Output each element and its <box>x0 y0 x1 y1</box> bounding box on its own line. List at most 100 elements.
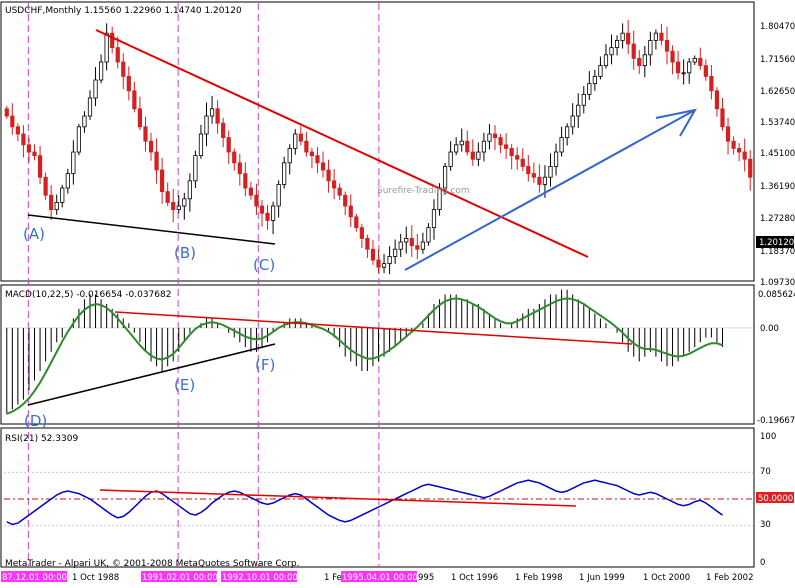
candle-body <box>454 144 459 153</box>
date-badge <box>141 571 217 582</box>
candle-body <box>565 126 570 139</box>
candle-body <box>348 205 353 218</box>
rsi-tick: 100 <box>760 432 776 442</box>
candle-body <box>326 169 331 182</box>
candle-body <box>442 166 448 189</box>
candle-body <box>642 54 647 67</box>
candle-body <box>614 40 620 49</box>
candle-body <box>609 47 614 56</box>
date-badge-text: 1991.02.01 00:00 <box>142 573 218 583</box>
candle-body <box>481 140 487 153</box>
date-badge-text: 1995.04.01 00:00 <box>342 573 418 583</box>
price-candles <box>4 20 753 275</box>
candle-body <box>698 58 703 67</box>
candle-body <box>71 151 76 175</box>
candle-body <box>248 187 253 196</box>
candle-body <box>737 148 742 153</box>
candle-body <box>653 32 659 41</box>
uptrend-line <box>404 109 696 271</box>
candle-body <box>298 133 303 142</box>
rsi-tick: 0 <box>760 558 765 568</box>
candle-body <box>304 140 309 153</box>
candle-body <box>76 126 81 153</box>
x-tick: 1 Oct 1996 <box>451 573 498 583</box>
rsi-header: RSI(21) 52.3309 <box>5 434 78 444</box>
current-price-badge <box>756 236 794 248</box>
candle-body <box>226 137 231 153</box>
candle-body <box>332 180 337 189</box>
candle-body <box>276 184 281 207</box>
candle-body <box>193 155 198 182</box>
candle-body <box>465 140 470 153</box>
candle-body <box>110 32 115 49</box>
candle-body <box>32 151 37 157</box>
candle-body <box>354 216 359 229</box>
candle-body <box>209 108 215 117</box>
candle-body <box>121 61 126 77</box>
candle-body <box>198 133 204 157</box>
macd-signal-line <box>6 297 723 415</box>
date-badge-text: 1992.10.01 00:00 <box>222 573 298 583</box>
candle-body <box>415 245 420 250</box>
candle-body <box>143 126 148 142</box>
candle-body <box>82 115 87 128</box>
rsi-tick: 30 <box>760 520 771 530</box>
x-tick: 1 Feb 2002 <box>706 573 754 583</box>
candle-body <box>404 238 409 243</box>
rsi-resistance-trendline <box>99 489 577 507</box>
candle-body <box>54 202 59 211</box>
candle-body <box>115 47 120 63</box>
candle-body <box>725 126 731 142</box>
candle-body <box>476 151 481 160</box>
candle-body <box>670 50 675 63</box>
candle-body <box>221 122 226 139</box>
candle-body <box>598 65 603 77</box>
candle-body <box>365 238 370 250</box>
rsi-level-label: 50.0000 <box>758 494 793 504</box>
uptrend-arrowhead <box>655 108 697 137</box>
candle-body <box>10 115 15 128</box>
candle-body <box>287 148 292 164</box>
price-tick: 1.36190 <box>760 182 795 192</box>
candle-body <box>742 151 747 160</box>
candle-body <box>137 108 143 128</box>
candle-body <box>520 158 525 167</box>
candle-body <box>576 104 581 117</box>
candle-body <box>21 133 26 146</box>
candle-body <box>631 43 636 59</box>
candle-body <box>731 140 736 149</box>
candle-body <box>542 176 548 185</box>
candle-body <box>692 58 697 63</box>
macd-tick: 0.085624 <box>758 290 795 300</box>
x-tick: 1 Oct 2000 <box>643 573 690 583</box>
candle-body <box>426 227 431 243</box>
point-label-f: (F) <box>255 356 275 374</box>
candle-body <box>315 155 320 164</box>
candle-body <box>359 227 364 239</box>
macd-resistance-trendline <box>114 311 633 345</box>
current-price-label: 1.20120 <box>759 238 794 248</box>
candle-body <box>720 108 725 128</box>
candle-body <box>104 32 109 63</box>
candle-body <box>409 238 414 247</box>
candle-body <box>154 151 159 171</box>
candle-body <box>165 191 170 203</box>
candle-body <box>559 137 564 153</box>
candle-body <box>470 151 475 160</box>
candle-body <box>504 144 509 149</box>
candle-body <box>381 263 387 268</box>
rsi-panel <box>0 427 755 568</box>
candle-body <box>270 205 276 221</box>
x-tick: 995 <box>418 573 434 583</box>
candle-body <box>87 97 93 117</box>
candle-body <box>459 140 464 146</box>
candle-body <box>531 173 536 178</box>
candle-body <box>320 162 326 171</box>
price-panel <box>0 1 755 282</box>
candle-body <box>431 209 437 229</box>
candle-body <box>265 212 270 221</box>
candle-body <box>215 108 220 124</box>
price-header: USDCHF,Monthly 1.15560 1.22960 1.14740 1… <box>5 6 242 16</box>
candle-body <box>714 90 720 110</box>
